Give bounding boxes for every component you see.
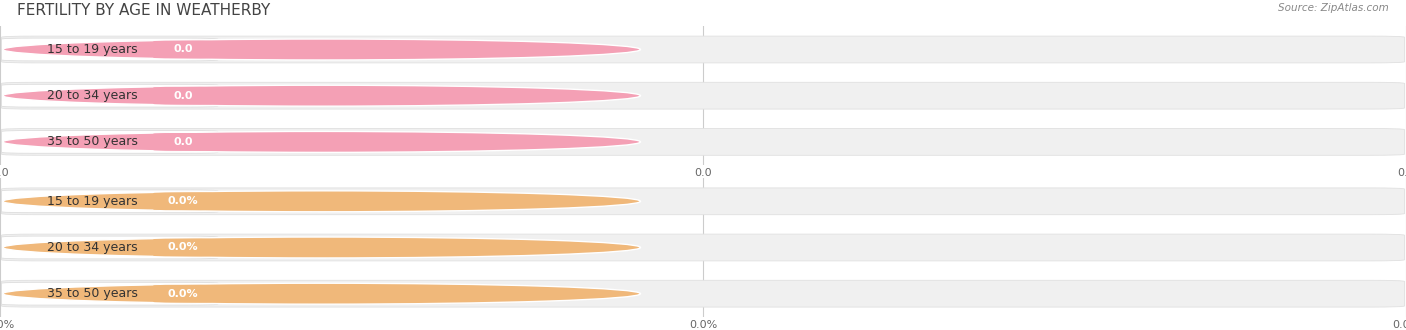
FancyBboxPatch shape [1, 234, 1405, 261]
Circle shape [3, 237, 641, 258]
FancyBboxPatch shape [153, 133, 212, 151]
FancyBboxPatch shape [1, 128, 1405, 155]
Text: 0.0%: 0.0% [167, 196, 198, 206]
FancyBboxPatch shape [1, 82, 1405, 109]
Circle shape [3, 131, 641, 152]
FancyBboxPatch shape [153, 87, 212, 105]
FancyBboxPatch shape [153, 285, 212, 303]
Text: 15 to 19 years: 15 to 19 years [46, 195, 138, 208]
Text: FERTILITY BY AGE IN WEATHERBY: FERTILITY BY AGE IN WEATHERBY [17, 3, 270, 18]
Text: 0.0: 0.0 [173, 91, 193, 101]
FancyBboxPatch shape [1, 36, 1405, 63]
Text: 0.0: 0.0 [173, 45, 193, 54]
Text: 20 to 34 years: 20 to 34 years [46, 241, 138, 254]
FancyBboxPatch shape [1, 282, 218, 305]
FancyBboxPatch shape [153, 192, 212, 210]
FancyBboxPatch shape [153, 41, 212, 58]
Text: Source: ZipAtlas.com: Source: ZipAtlas.com [1278, 3, 1389, 13]
Text: 0.0: 0.0 [173, 137, 193, 147]
FancyBboxPatch shape [1, 130, 218, 153]
Text: 0.0%: 0.0% [167, 289, 198, 299]
Text: 15 to 19 years: 15 to 19 years [46, 43, 138, 56]
Text: 0.0%: 0.0% [167, 243, 198, 252]
FancyBboxPatch shape [153, 239, 212, 256]
FancyBboxPatch shape [1, 280, 1405, 307]
Circle shape [3, 191, 641, 212]
Circle shape [3, 85, 641, 106]
Text: 20 to 34 years: 20 to 34 years [46, 89, 138, 102]
FancyBboxPatch shape [1, 190, 218, 213]
Text: 35 to 50 years: 35 to 50 years [46, 135, 138, 148]
Circle shape [3, 39, 641, 60]
FancyBboxPatch shape [1, 236, 218, 259]
Text: 35 to 50 years: 35 to 50 years [46, 287, 138, 300]
Circle shape [3, 283, 641, 304]
FancyBboxPatch shape [1, 188, 1405, 215]
FancyBboxPatch shape [1, 84, 218, 107]
FancyBboxPatch shape [1, 38, 218, 61]
